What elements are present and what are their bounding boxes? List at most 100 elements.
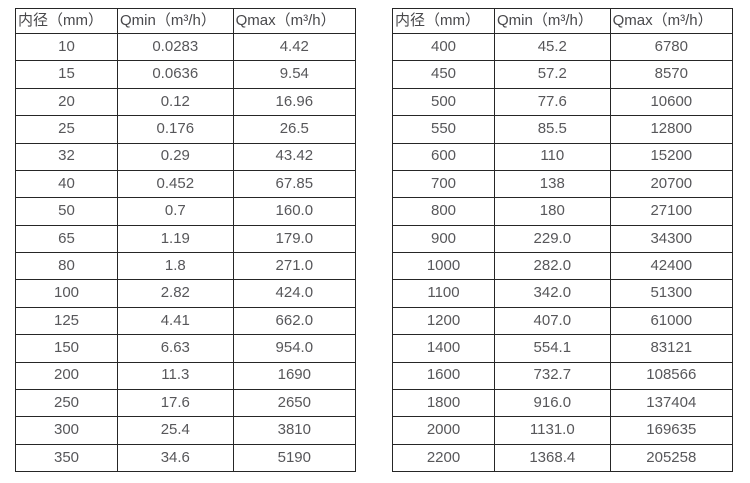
col-header-qmax: Qmax（m³/h） [232,8,357,34]
table-cell: 83121 [609,334,734,363]
table-cell: 10600 [609,87,734,117]
header-row: 内径（mm） Qmin（m³/h） Qmax（m³/h） [15,8,357,34]
table-cell: 11.3 [117,361,234,390]
table-cell: 1690 [232,361,357,390]
table-row: 300 25.4 3810 [15,416,357,445]
table-cell: 3810 [232,416,357,445]
table-cell: 137404 [609,388,734,418]
table-row: 125 4.41 662.0 [15,306,357,336]
table-cell: 916.0 [494,388,611,418]
table-cell: 6.63 [117,334,234,363]
table-row: 1800 916.0 137404 [392,388,734,418]
table-cell: 61000 [609,306,734,336]
table-cell: 1368.4 [494,443,611,473]
table-row: 1600 732.7 108566 [392,361,734,390]
table-row: 25 0.176 26.5 [15,115,357,144]
table-cell: 34300 [609,224,734,254]
table-cell: 732.7 [494,361,611,390]
table-cell: 15 [15,60,118,89]
table-cell: 500 [392,87,495,117]
table-cell: 1200 [392,306,495,336]
table-cell: 205258 [609,443,734,473]
table-row: 1400 554.1 83121 [392,334,734,363]
table-cell: 2200 [392,443,495,473]
table-cell: 27100 [609,197,734,226]
table-cell: 20700 [609,169,734,199]
table-cell: 10 [15,32,118,62]
table-row: 40 0.452 67.85 [15,169,357,199]
table-cell: 42400 [609,251,734,281]
table-cell: 1400 [392,334,495,363]
table-cell: 0.176 [117,115,234,144]
table-cell: 25 [15,115,118,144]
table-cell: 1.19 [117,224,234,254]
table-row: 32 0.29 43.42 [15,142,357,171]
table-cell: 300 [15,416,118,445]
table-cell: 9.54 [232,60,357,89]
table-row: 550 85.5 12800 [392,115,734,144]
table-cell: 550 [392,115,495,144]
table-cell: 1.8 [117,251,234,281]
table-row: 10 0.0283 4.42 [15,32,357,62]
table-cell: 1100 [392,279,495,308]
table-cell: 57.2 [494,60,611,89]
table-cell: 20 [15,87,118,117]
table-cell: 407.0 [494,306,611,336]
table-cell: 350 [15,443,118,473]
table-cell: 6780 [609,32,734,62]
table-row: 15 0.0636 9.54 [15,60,357,89]
table-cell: 229.0 [494,224,611,254]
table-cell: 25.4 [117,416,234,445]
table-cell: 85.5 [494,115,611,144]
table-cell: 179.0 [232,224,357,254]
table-cell: 4.42 [232,32,357,62]
table-cell: 100 [15,279,118,308]
table-row: 600 110 15200 [392,142,734,171]
table-cell: 138 [494,169,611,199]
table-cell: 700 [392,169,495,199]
table-row: 80 1.8 271.0 [15,251,357,281]
col-header-qmax: Qmax（m³/h） [609,8,734,34]
table-cell: 1600 [392,361,495,390]
table-cell: 160.0 [232,197,357,226]
table-cell: 0.0283 [117,32,234,62]
table-cell: 0.29 [117,142,234,171]
table-cell: 1800 [392,388,495,418]
flow-table-left: 内径（mm） Qmin（m³/h） Qmax（m³/h） 10 0.0283 4.4… [15,8,357,473]
table-row: 500 77.6 10600 [392,87,734,117]
table-row: 200 11.3 1690 [15,361,357,390]
table-row: 50 0.7 160.0 [15,197,357,226]
table-cell: 17.6 [117,388,234,418]
table-cell: 26.5 [232,115,357,144]
table-cell: 150 [15,334,118,363]
table-cell: 0.452 [117,169,234,199]
table-cell: 45.2 [494,32,611,62]
table-cell: 180 [494,197,611,226]
table-row: 1100 342.0 51300 [392,279,734,308]
col-header-diameter: 内径（mm） [15,8,118,34]
table-cell: 400 [392,32,495,62]
table-cell: 250 [15,388,118,418]
table-cell: 900 [392,224,495,254]
col-header-diameter: 内径（mm） [392,8,495,34]
table-cell: 450 [392,60,495,89]
table-cell: 554.1 [494,334,611,363]
table-row: 1000 282.0 42400 [392,251,734,281]
table-cell: 40 [15,169,118,199]
flow-table-right: 内径（mm） Qmin（m³/h） Qmax（m³/h） 400 45.2 6780… [392,8,734,473]
table-row: 1200 407.0 61000 [392,306,734,336]
table-row: 450 57.2 8570 [392,60,734,89]
col-header-qmin: Qmin（m³/h） [494,8,611,34]
table-cell: 169635 [609,416,734,445]
table-cell: 34.6 [117,443,234,473]
table-row: 65 1.19 179.0 [15,224,357,254]
table-cell: 0.7 [117,197,234,226]
table-row: 700 138 20700 [392,169,734,199]
table-row: 400 45.2 6780 [392,32,734,62]
tables-container: 内径（mm） Qmin（m³/h） Qmax（m³/h） 10 0.0283 4.4… [15,8,734,473]
table-cell: 282.0 [494,251,611,281]
table-cell: 15200 [609,142,734,171]
table-cell: 0.0636 [117,60,234,89]
table-cell: 200 [15,361,118,390]
